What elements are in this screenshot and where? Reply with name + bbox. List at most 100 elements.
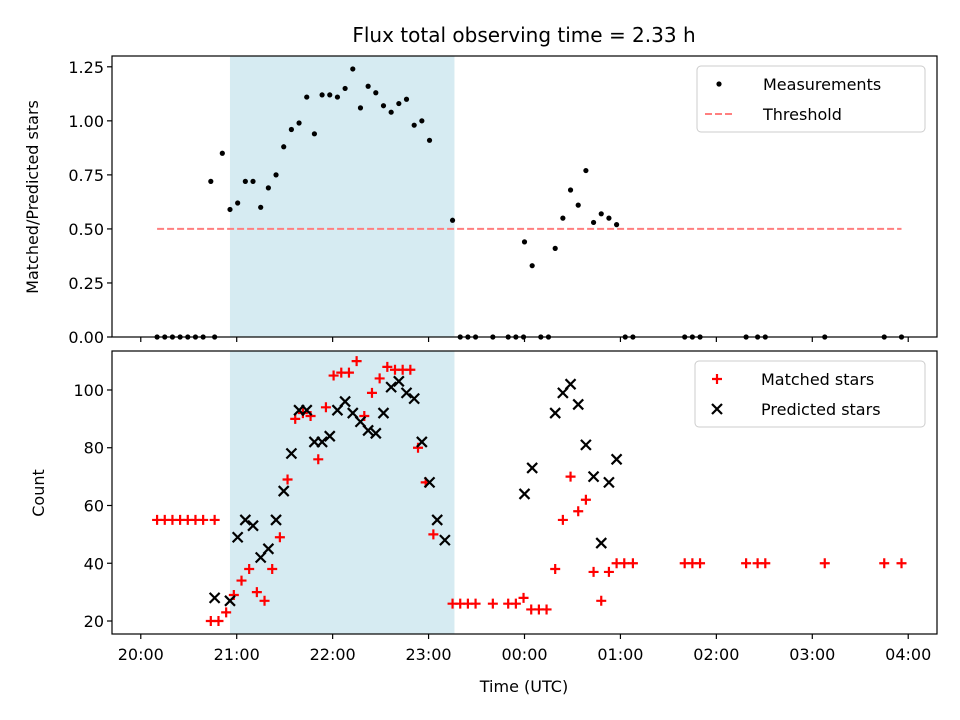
- top-panel: 0.00 0.25 0.50 0.75 1.00 1.25 Measurements Thre…: [68, 55, 938, 347]
- matched-star-point: [213, 616, 224, 627]
- predicted-star-point: [231, 531, 244, 544]
- series-measurements: [154, 66, 905, 340]
- matched-star-point: [251, 587, 262, 598]
- measurement-point: [521, 239, 528, 245]
- x-tick-label: 23:00: [406, 645, 452, 664]
- measurement-point: [281, 144, 287, 150]
- matched-star-point: [320, 402, 331, 413]
- legend: Measurements Threshold: [696, 65, 926, 133]
- matched-star-point: [343, 367, 354, 378]
- matched-star-point: [267, 564, 278, 575]
- predicted-star-point: [431, 514, 443, 526]
- predicted-star-point: [239, 514, 252, 526]
- measurement-point: [583, 167, 589, 174]
- measurement-point: [419, 118, 425, 124]
- matched-star-point: [274, 532, 285, 543]
- predicted-star-point: [323, 430, 336, 442]
- y-axis-label-top: Matched/Predicted stars: [23, 100, 42, 294]
- predicted-star-point: [400, 387, 413, 399]
- measurement-point: [357, 105, 364, 111]
- matched-star-point: [596, 595, 607, 606]
- predicted-star-point: [518, 488, 531, 500]
- measurement-point: [265, 185, 271, 191]
- chart-title: Flux total observing time = 2.33 h: [352, 23, 695, 47]
- legend-label: Threshold: [762, 105, 842, 124]
- observing-window-shade: [229, 351, 455, 634]
- predicted-star-point: [549, 407, 561, 419]
- measurement-point: [296, 120, 302, 126]
- y-tick-label: 0.00: [68, 328, 104, 347]
- legend-box: [694, 360, 926, 428]
- matched-star-point: [541, 604, 552, 615]
- predicted-star-point: [526, 462, 538, 474]
- predicted-star-point: [285, 447, 298, 460]
- y-tick-label: 80: [84, 439, 104, 458]
- x-tick-label: 22:00: [310, 645, 356, 664]
- predicted-star-point: [316, 436, 328, 448]
- predicted-star-point: [572, 398, 584, 411]
- matched-star-point: [382, 361, 393, 372]
- measurement-point: [388, 109, 394, 115]
- y-tick-label: 1.00: [68, 112, 104, 131]
- legend-box: [696, 65, 926, 133]
- x-tick-label: 20:00: [118, 645, 164, 664]
- matched-star-point: [198, 514, 209, 525]
- predicted-star-point: [224, 595, 236, 607]
- measurement-point: [396, 100, 402, 107]
- matched-star-point: [366, 387, 377, 398]
- matched-star-point: [573, 506, 584, 517]
- matched-star-point: [313, 454, 324, 465]
- predicted-star-point: [339, 395, 351, 408]
- measurement-point: [560, 215, 566, 221]
- measurement-point: [219, 150, 225, 156]
- measurement-point: [304, 94, 310, 100]
- series-predicted-stars: [208, 375, 623, 607]
- matched-star-point: [282, 474, 293, 485]
- predicted-star-point: [377, 407, 390, 419]
- legend-plus-handle: [712, 374, 722, 384]
- matched-star-point: [405, 364, 416, 375]
- measurement-point: [575, 202, 581, 208]
- measurement-point: [529, 263, 535, 269]
- y-tick-label: 1.25: [68, 58, 104, 77]
- measurement-point: [327, 92, 333, 98]
- predicted-star-point: [564, 378, 577, 390]
- x-tick-label: 03:00: [789, 645, 835, 664]
- legend: Matched stars Predicted stars: [694, 360, 926, 428]
- measurement-point: [613, 222, 620, 228]
- matched-star-point: [221, 607, 232, 618]
- matched-star-point: [588, 566, 599, 577]
- legend-label: Predicted stars: [761, 400, 881, 419]
- x-tick-label: 01:00: [597, 645, 643, 664]
- predicted-star-point: [370, 427, 382, 440]
- legend-dot-handle: [716, 81, 722, 87]
- predicted-star-point: [416, 436, 428, 448]
- matched-star-point: [741, 558, 752, 569]
- measurement-point: [342, 85, 348, 92]
- y-tick-label: 100: [73, 381, 104, 400]
- measurement-point: [288, 126, 294, 133]
- predicted-star-point: [610, 453, 623, 466]
- measurement-point: [606, 215, 612, 221]
- legend-label: Matched stars: [761, 370, 874, 389]
- y-tick-label: 20: [84, 612, 104, 631]
- matched-star-point: [259, 595, 270, 606]
- predicted-star-point: [208, 592, 221, 604]
- matched-star-point: [244, 564, 255, 575]
- measurement-point: [311, 131, 318, 137]
- y-tick-label: 0.75: [68, 166, 104, 185]
- measurement-point: [590, 219, 597, 226]
- measurement-point: [258, 204, 264, 210]
- matched-star-point: [374, 373, 385, 384]
- x-tick-label: 21:00: [214, 645, 260, 664]
- measurement-point: [426, 137, 433, 143]
- matched-star-point: [627, 558, 638, 569]
- measurement-point: [411, 122, 417, 128]
- measurement-point: [208, 178, 214, 184]
- measurement-point: [273, 172, 279, 178]
- matched-star-point: [328, 370, 339, 381]
- legend-label: Measurements: [763, 75, 881, 94]
- predicted-star-point: [247, 519, 259, 532]
- predicted-star-point: [277, 485, 290, 497]
- matched-star-point: [351, 356, 362, 367]
